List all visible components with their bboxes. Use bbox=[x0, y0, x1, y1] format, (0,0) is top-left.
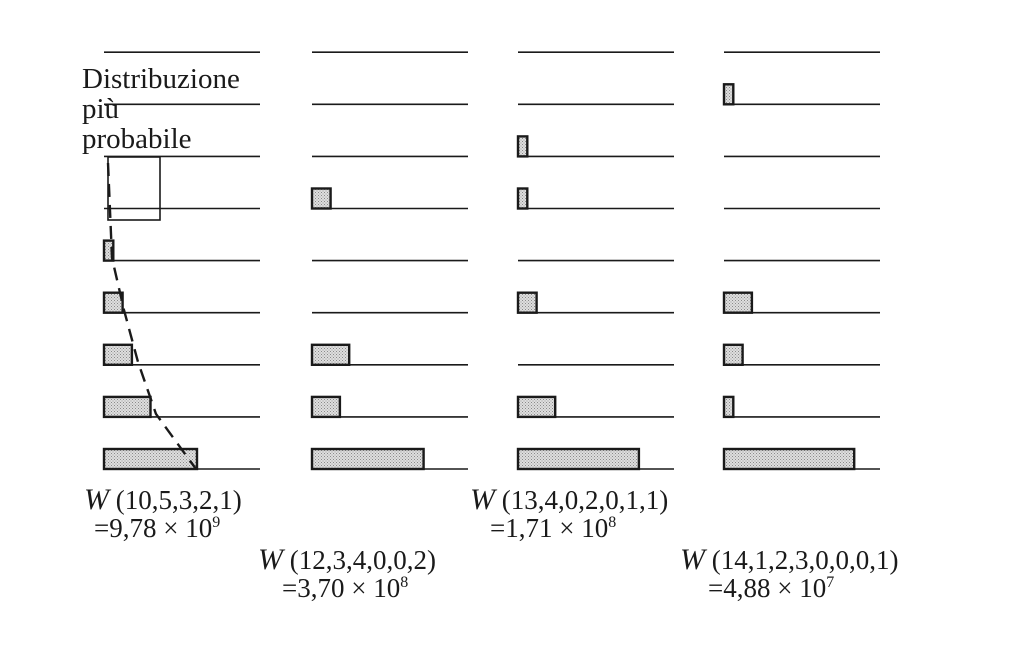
occupation-bar bbox=[310, 447, 425, 471]
title-line-1: Distribuzione bbox=[82, 63, 240, 95]
occupation-bar bbox=[310, 395, 342, 419]
w-symbol: W bbox=[470, 483, 495, 516]
occupation-bar bbox=[722, 447, 856, 471]
most-probable-overlay bbox=[106, 156, 197, 470]
title-line-2: più bbox=[82, 93, 120, 125]
w-symbol: W bbox=[84, 483, 109, 516]
occupation-bar bbox=[102, 291, 124, 314]
most-probable-curve bbox=[106, 162, 197, 470]
occupation-bar bbox=[310, 343, 351, 366]
column-4-label: W (14,1,2,3,0,0,0,1) =4,88 × 107 bbox=[680, 543, 899, 603]
column-3-formula: (13,4,0,2,0,1,1) bbox=[501, 485, 669, 515]
occupation-bar bbox=[516, 291, 538, 314]
column-2-mantissa: 3,70 bbox=[297, 573, 345, 603]
diagram-title: Distribuzione più probabile bbox=[82, 64, 240, 154]
level-lines bbox=[104, 51, 880, 470]
occupation-bars bbox=[102, 83, 856, 471]
occupation-bar bbox=[722, 83, 735, 106]
occupation-bar bbox=[102, 343, 134, 366]
column-1-label: W (10,5,3,2,1) =9,78 × 109 bbox=[84, 483, 242, 543]
column-4-mantissa: 4,88 bbox=[723, 573, 771, 603]
column-4-exponent: 7 bbox=[826, 574, 835, 591]
most-probable-box bbox=[107, 156, 161, 221]
occupation-bar bbox=[310, 187, 332, 210]
occupation-bar bbox=[516, 135, 529, 158]
column-1-formula: (10,5,3,2,1) bbox=[115, 485, 242, 515]
occupation-bar bbox=[722, 291, 754, 314]
column-2-exponent: 8 bbox=[400, 574, 409, 591]
occupation-bar bbox=[722, 343, 744, 366]
column-2-formula: (12,3,4,0,0,2) bbox=[289, 545, 436, 575]
column-4-formula: (14,1,2,3,0,0,0,1) bbox=[711, 545, 899, 575]
column-3-exponent: 8 bbox=[608, 514, 617, 531]
column-2-label: W (12,3,4,0,0,2) =3,70 × 108 bbox=[258, 543, 436, 603]
occupation-bar bbox=[102, 239, 115, 262]
occupation-bar bbox=[102, 447, 199, 471]
column-3-label: W (13,4,0,2,0,1,1) =1,71 × 108 bbox=[470, 483, 669, 543]
occupation-bar bbox=[516, 395, 557, 419]
occupation-bar bbox=[516, 187, 529, 210]
w-symbol: W bbox=[258, 543, 283, 576]
occupation-bar bbox=[722, 395, 735, 419]
title-line-3: probabile bbox=[82, 123, 192, 155]
occupation-bar bbox=[516, 447, 641, 471]
w-symbol: W bbox=[680, 543, 705, 576]
column-3-mantissa: 1,71 bbox=[505, 513, 553, 543]
column-1-mantissa: 9,78 bbox=[109, 513, 157, 543]
column-1-exponent: 9 bbox=[212, 514, 221, 531]
occupation-bar bbox=[102, 395, 152, 419]
